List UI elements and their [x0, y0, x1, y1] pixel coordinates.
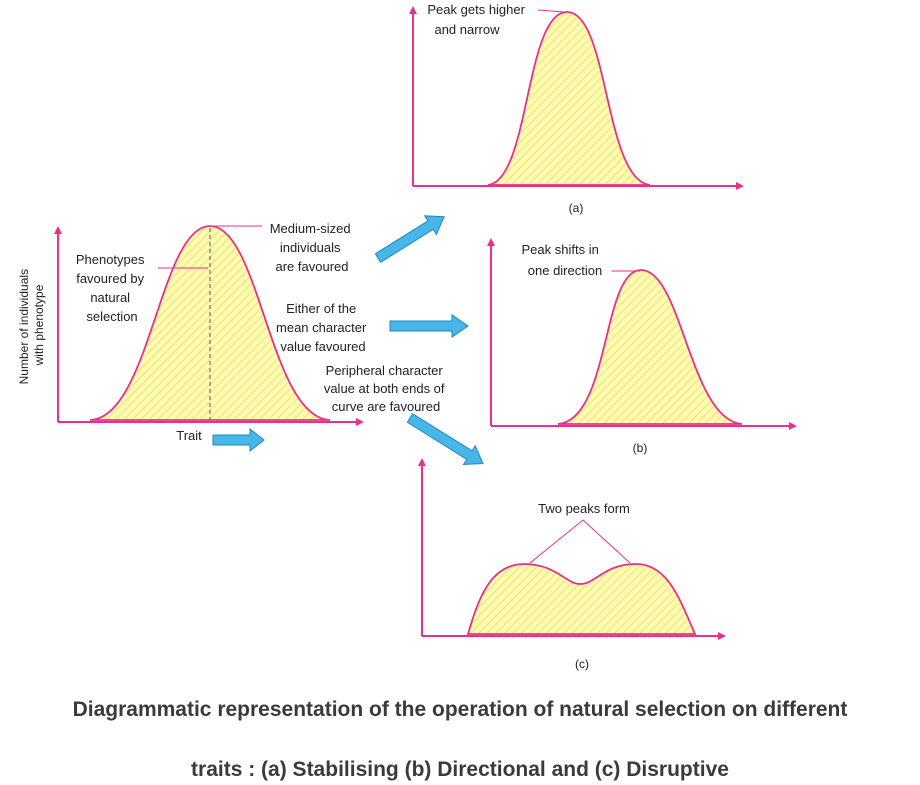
panel-b-curve [557, 269, 743, 425]
panel-c-curve [466, 563, 697, 635]
peripheral-label: Peripheral character value at both ends … [324, 363, 448, 414]
panel-b-note: Peak shifts in one direction [522, 242, 603, 278]
favoured-label: Phenotypes favoured by natural selection [76, 252, 148, 324]
panel-a-label: (a) [569, 201, 584, 215]
panel-a-note: Peak gets higher and narrow [427, 2, 528, 37]
trait-arrow [212, 427, 265, 453]
panel-c-label: (c) [575, 657, 589, 671]
panel-a-stabilising: Peak gets higher and narrow (a) [409, 2, 744, 215]
arrow-to-panel-b [389, 314, 469, 338]
arrow-to-panel-c [406, 413, 484, 465]
panel-b-directional: Peak shifts in one direction (b) [487, 238, 797, 455]
panel-c-note: Two peaks form [538, 501, 630, 516]
panel-a-curve [487, 11, 651, 186]
panel-a-leader-line [537, 9, 566, 13]
transition-arrows [212, 215, 484, 465]
figure-caption-line-2: traits : (a) Stabilising (b) Directional… [191, 758, 729, 781]
main-graph: Number of individuals with phenotype Phe… [17, 221, 448, 443]
figure-caption-line-1: Diagrammatic representation of the opera… [72, 698, 848, 721]
panel-c-peak-pointers [529, 519, 631, 564]
x-axis-label-trait: Trait [176, 428, 202, 443]
arrow-to-panel-a [374, 215, 445, 263]
natural-selection-diagram: Number of individuals with phenotype Phe… [17, 2, 797, 671]
panel-c-disruptive: Two peaks form (c) [418, 458, 726, 671]
medium-sized-label: Medium-sized individuals are favoured [270, 221, 355, 274]
either-mean-label: Either of the mean character value favou… [276, 301, 370, 354]
panel-b-label: (b) [633, 441, 648, 455]
y-axis-label: Number of individuals with phenotype [17, 266, 46, 385]
